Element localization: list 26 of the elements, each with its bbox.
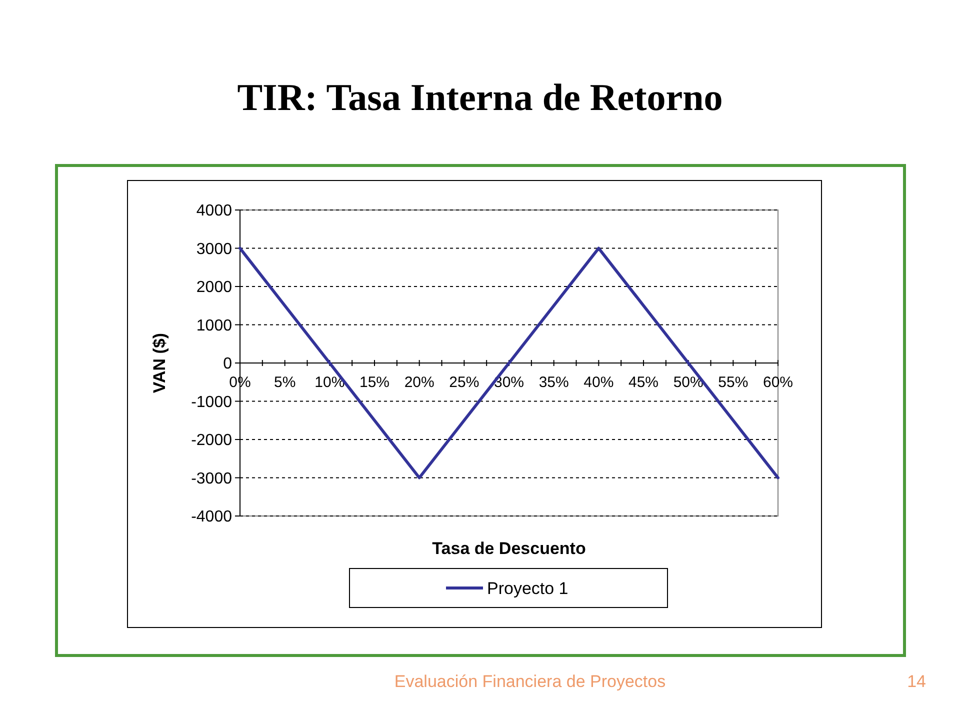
y-tick-label: -2000 <box>191 432 232 450</box>
x-tick-label: 20% <box>404 374 434 391</box>
y-tick-label: -4000 <box>191 508 232 526</box>
y-tick-label: -1000 <box>191 394 232 411</box>
y-tick-label: 3000 <box>196 240 232 258</box>
x-tick-label: 45% <box>628 374 659 391</box>
y-tick-label: 2000 <box>196 279 232 296</box>
x-tick-label: 25% <box>449 374 480 391</box>
y-tick-label: -3000 <box>191 470 232 488</box>
x-tick-label: 60% <box>762 374 794 391</box>
x-tick-label: 5% <box>274 374 296 391</box>
y-axis-title: VAN ($) <box>150 332 169 394</box>
y-tick-label: 4000 <box>196 202 232 220</box>
legend-label: Proyecto 1 <box>487 578 568 598</box>
x-tick-label: 55% <box>718 374 748 391</box>
x-tick-label: 40% <box>584 374 614 391</box>
chart-title: TIR: Tasa Interna de Retorno <box>237 77 723 119</box>
text: Evaluación Financiera de Proyectos <box>394 672 666 691</box>
x-axis-title: Tasa de Descuento <box>432 539 586 558</box>
x-tick-label: 10% <box>314 374 345 391</box>
y-tick-label: 1000 <box>196 317 232 334</box>
y-tick-label: 0 <box>223 356 232 373</box>
x-tick-label: 15% <box>359 374 390 391</box>
x-tick-label: 50% <box>673 374 704 391</box>
text: 14 <box>907 672 926 691</box>
x-tick-label: 35% <box>538 374 569 391</box>
